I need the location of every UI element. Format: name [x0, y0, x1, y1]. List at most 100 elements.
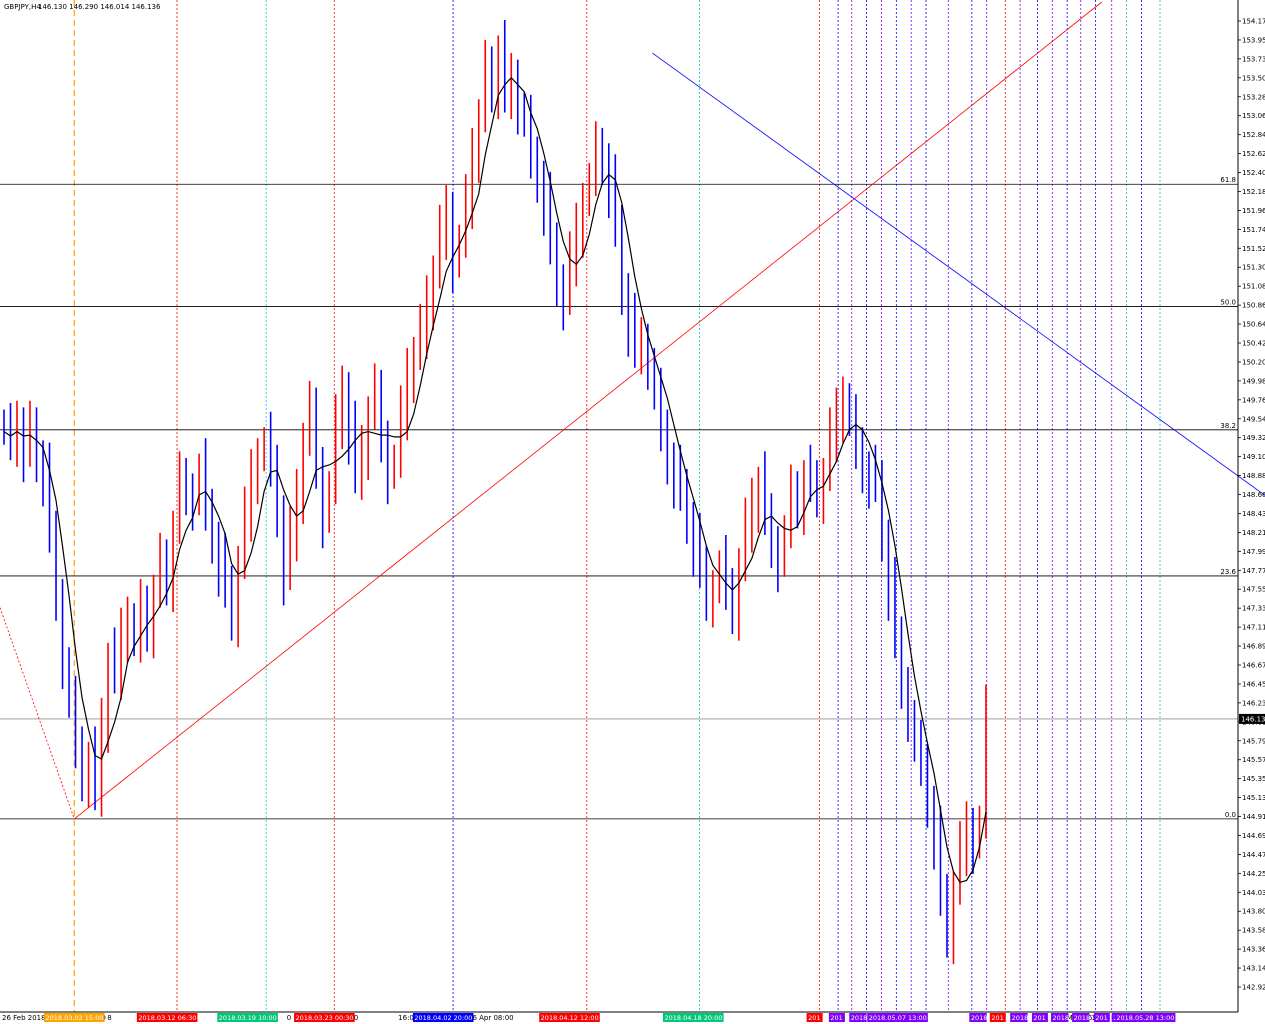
date-box-label-1: 2018.03.12 06:30 [138, 1014, 196, 1022]
y-tick-label-29: 147.775 [1242, 567, 1265, 575]
vertical-time-lines [73, 0, 1161, 1012]
y-tick-label-5: 153.065 [1242, 112, 1265, 120]
y-tick-label-10: 151.965 [1242, 207, 1265, 215]
date-box-label-13: 201 [991, 1014, 1003, 1022]
current-price-label: 146.136 [1241, 715, 1265, 723]
fib-label-3: 23.6 [1220, 568, 1236, 576]
y-tick-label-30: 147.555 [1242, 586, 1265, 594]
y-tick-label-39: 145.570 [1242, 756, 1265, 764]
trendlines [0, 1, 1265, 820]
trendline-2 [0, 607, 75, 820]
x-label-7: 6 Apr 08:00 [472, 1014, 513, 1022]
x-label-4: 0 [287, 1014, 291, 1022]
date-box-18 [1093, 1013, 1110, 1022]
date-box-label-7: 201 [808, 1014, 820, 1022]
y-tick-label-40: 145.350 [1242, 775, 1265, 783]
y-tick-label-22: 149.320 [1242, 434, 1265, 442]
date-box-3 [294, 1013, 355, 1022]
y-tick-label-19: 149.980 [1242, 377, 1265, 385]
moving-average [3, 76, 987, 883]
y-tick-label-27: 148.215 [1242, 529, 1265, 537]
date-box-label-5: 2018.04.12 12:00 [541, 1014, 599, 1022]
date-box-4 [412, 1013, 474, 1022]
y-tick-label-34: 146.675 [1242, 662, 1265, 670]
y-tick-label-2: 153.730 [1242, 55, 1265, 63]
y-tick-label-50: 143.145 [1242, 965, 1265, 973]
y-tick-label-45: 144.250 [1242, 870, 1265, 878]
y-tick-label-12: 151.525 [1242, 245, 1265, 253]
y-tick-label-41: 145.130 [1242, 794, 1265, 802]
date-box-label-17: 2018 [1074, 1014, 1091, 1022]
date-box-8 [828, 1013, 845, 1022]
y-tick-label-8: 152.400 [1242, 169, 1265, 177]
chart-ohlc: 146.130 146.290 146.014 146.136 [38, 3, 161, 11]
date-box-13 [989, 1013, 1006, 1022]
y-tick-label-28: 147.995 [1242, 548, 1265, 556]
y-tick-label-16: 150.640 [1242, 321, 1265, 329]
date-box-17 [1072, 1013, 1090, 1022]
date-box-15 [1031, 1013, 1048, 1022]
y-tick-label-15: 150.860 [1242, 302, 1265, 310]
y-tick-label-9: 152.185 [1242, 188, 1265, 196]
price-axis: 154.170 153.950 153.730 153.505 153.285 153.0… [1237, 0, 1265, 1012]
date-box-label-2: 2018.03.19 10:00 [219, 1014, 277, 1022]
date-box-11 [867, 1013, 928, 1022]
y-tick-label-24: 148.880 [1242, 472, 1265, 480]
y-tick-label-23: 149.100 [1242, 453, 1265, 461]
y-tick-label-36: 146.235 [1242, 699, 1265, 707]
date-box-label-6: 2018.04.18 20:00 [664, 1014, 722, 1022]
date-box-label-15: 201 [1033, 1014, 1045, 1022]
y-tick-label-49: 143.365 [1242, 946, 1265, 954]
date-box-label-8: 201 [830, 1014, 842, 1022]
date-box-6 [662, 1013, 724, 1022]
chart-symbol: GBPJPY,H4 [4, 3, 41, 11]
y-tick-label-51: 142.925 [1242, 984, 1265, 992]
y-tick-label-25: 148.660 [1242, 491, 1265, 499]
y-tick-label-26: 148.435 [1242, 510, 1265, 518]
date-box-9 [849, 1013, 867, 1022]
y-tick-label-47: 143.805 [1242, 908, 1265, 916]
date-box-label-12: 2018 [971, 1014, 988, 1022]
date-box-label-18: 201 [1095, 1014, 1107, 1022]
y-tick-label-43: 144.690 [1242, 832, 1265, 840]
fibonacci-levels: 61.8 50.0 38.2 23.6 0.0 [0, 176, 1238, 820]
date-box-label-11: 2018.05.07 13:00 [869, 1014, 927, 1022]
y-tick-label-42: 144.910 [1242, 813, 1265, 821]
y-tick-label-46: 144.030 [1242, 889, 1265, 897]
date-box-16 [1051, 1013, 1069, 1022]
date-box-1 [136, 1013, 198, 1022]
ma-line [3, 76, 987, 883]
y-tick-label-18: 150.200 [1242, 358, 1265, 366]
fib-label-4: 0.0 [1225, 811, 1236, 819]
y-tick-label-21: 149.540 [1242, 415, 1265, 423]
y-tick-label-3: 153.505 [1242, 74, 1265, 82]
date-box-14 [1010, 1013, 1028, 1022]
fib-label-1: 50.0 [1220, 299, 1236, 307]
date-box-label-16: 2018 [1053, 1014, 1070, 1022]
candlesticks [3, 20, 987, 965]
date-box-label-20: 2018.05.28 13:00 [1116, 1014, 1174, 1022]
y-tick-label-13: 151.305 [1242, 264, 1265, 272]
x-label-13: 1 Jun 08:00 [1091, 1014, 1131, 1022]
date-box-label-4: 2018.04.02 20:00 [414, 1014, 472, 1022]
date-box-12 [969, 1013, 987, 1022]
date-box-label-3: 2018.03.23 00:30 [296, 1014, 354, 1022]
y-tick-label-32: 147.115 [1242, 624, 1265, 632]
y-tick-label-35: 146.455 [1242, 680, 1265, 688]
x-label-0: 26 Feb 2018 [2, 1014, 46, 1022]
date-box-label-14: 2018 [1012, 1014, 1029, 1022]
y-tick-label-44: 144.470 [1242, 851, 1265, 859]
fib-label-0: 61.8 [1220, 176, 1236, 184]
date-box-label-9: 2018 [851, 1014, 868, 1022]
time-axis: 26 Feb 2018ar 16:00820:00027 Mar 08:0016… [0, 1011, 1238, 1022]
trendline-0 [74, 1, 1103, 820]
date-box-label-0: 2018.03.02 15:00 [45, 1014, 103, 1022]
trendline-1 [652, 52, 1265, 496]
x-label-2: 8 [107, 1014, 111, 1022]
y-tick-label-4: 153.285 [1242, 93, 1265, 101]
y-tick-label-33: 146.895 [1242, 643, 1265, 651]
x-label-6: 16:00 [398, 1014, 418, 1022]
fib-label-2: 38.2 [1220, 422, 1236, 430]
y-tick-label-17: 150.420 [1242, 340, 1265, 348]
